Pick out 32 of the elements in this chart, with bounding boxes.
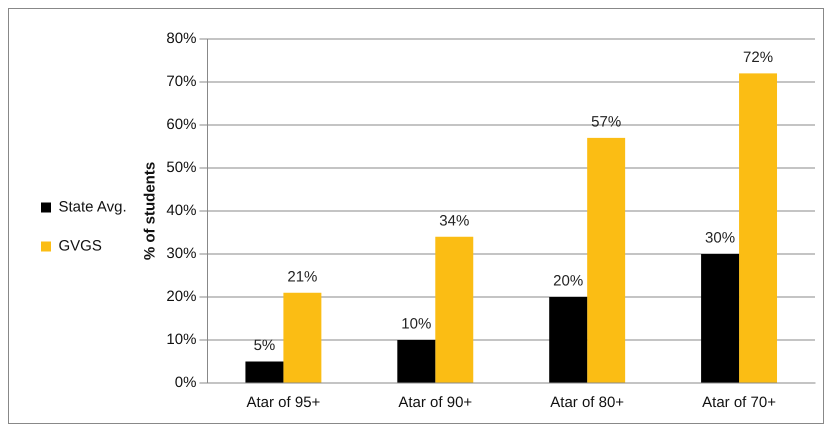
data-label: 30% bbox=[705, 230, 736, 247]
data-label: 57% bbox=[591, 114, 622, 131]
y-tick-label: 30% bbox=[166, 245, 196, 262]
bar bbox=[283, 292, 322, 382]
y-tick-label: 60% bbox=[166, 116, 196, 134]
y-axis-title: % of students bbox=[142, 162, 159, 260]
x-tick-label: Atar of 90+ bbox=[398, 394, 472, 412]
legend-label: GVGS bbox=[58, 238, 102, 255]
y-tick-label: 80% bbox=[166, 30, 196, 48]
data-label: 5% bbox=[254, 337, 276, 354]
y-tick-label: 0% bbox=[174, 374, 196, 392]
bar bbox=[701, 254, 740, 382]
bar bbox=[397, 340, 436, 382]
bar bbox=[739, 73, 778, 382]
y-tick-label: 70% bbox=[166, 73, 196, 90]
x-tick-label: Atar of 80+ bbox=[550, 394, 624, 412]
x-tick-label: Atar of 70+ bbox=[702, 394, 776, 412]
bar bbox=[435, 236, 474, 382]
y-tick-label: 40% bbox=[166, 202, 196, 220]
data-label: 10% bbox=[401, 316, 432, 333]
bar bbox=[587, 138, 626, 382]
y-tick-label: 10% bbox=[166, 331, 196, 348]
data-label: 72% bbox=[743, 49, 774, 66]
data-label: 34% bbox=[439, 212, 470, 230]
data-label: 21% bbox=[287, 268, 318, 286]
y-tick-label: 20% bbox=[166, 288, 196, 306]
x-tick-label: Atar of 95+ bbox=[246, 394, 321, 412]
bar bbox=[549, 297, 588, 382]
legend-label: State Avg. bbox=[58, 198, 127, 216]
y-tick-label: 50% bbox=[166, 159, 196, 176]
data-label: 20% bbox=[553, 272, 584, 290]
bar bbox=[245, 362, 284, 382]
